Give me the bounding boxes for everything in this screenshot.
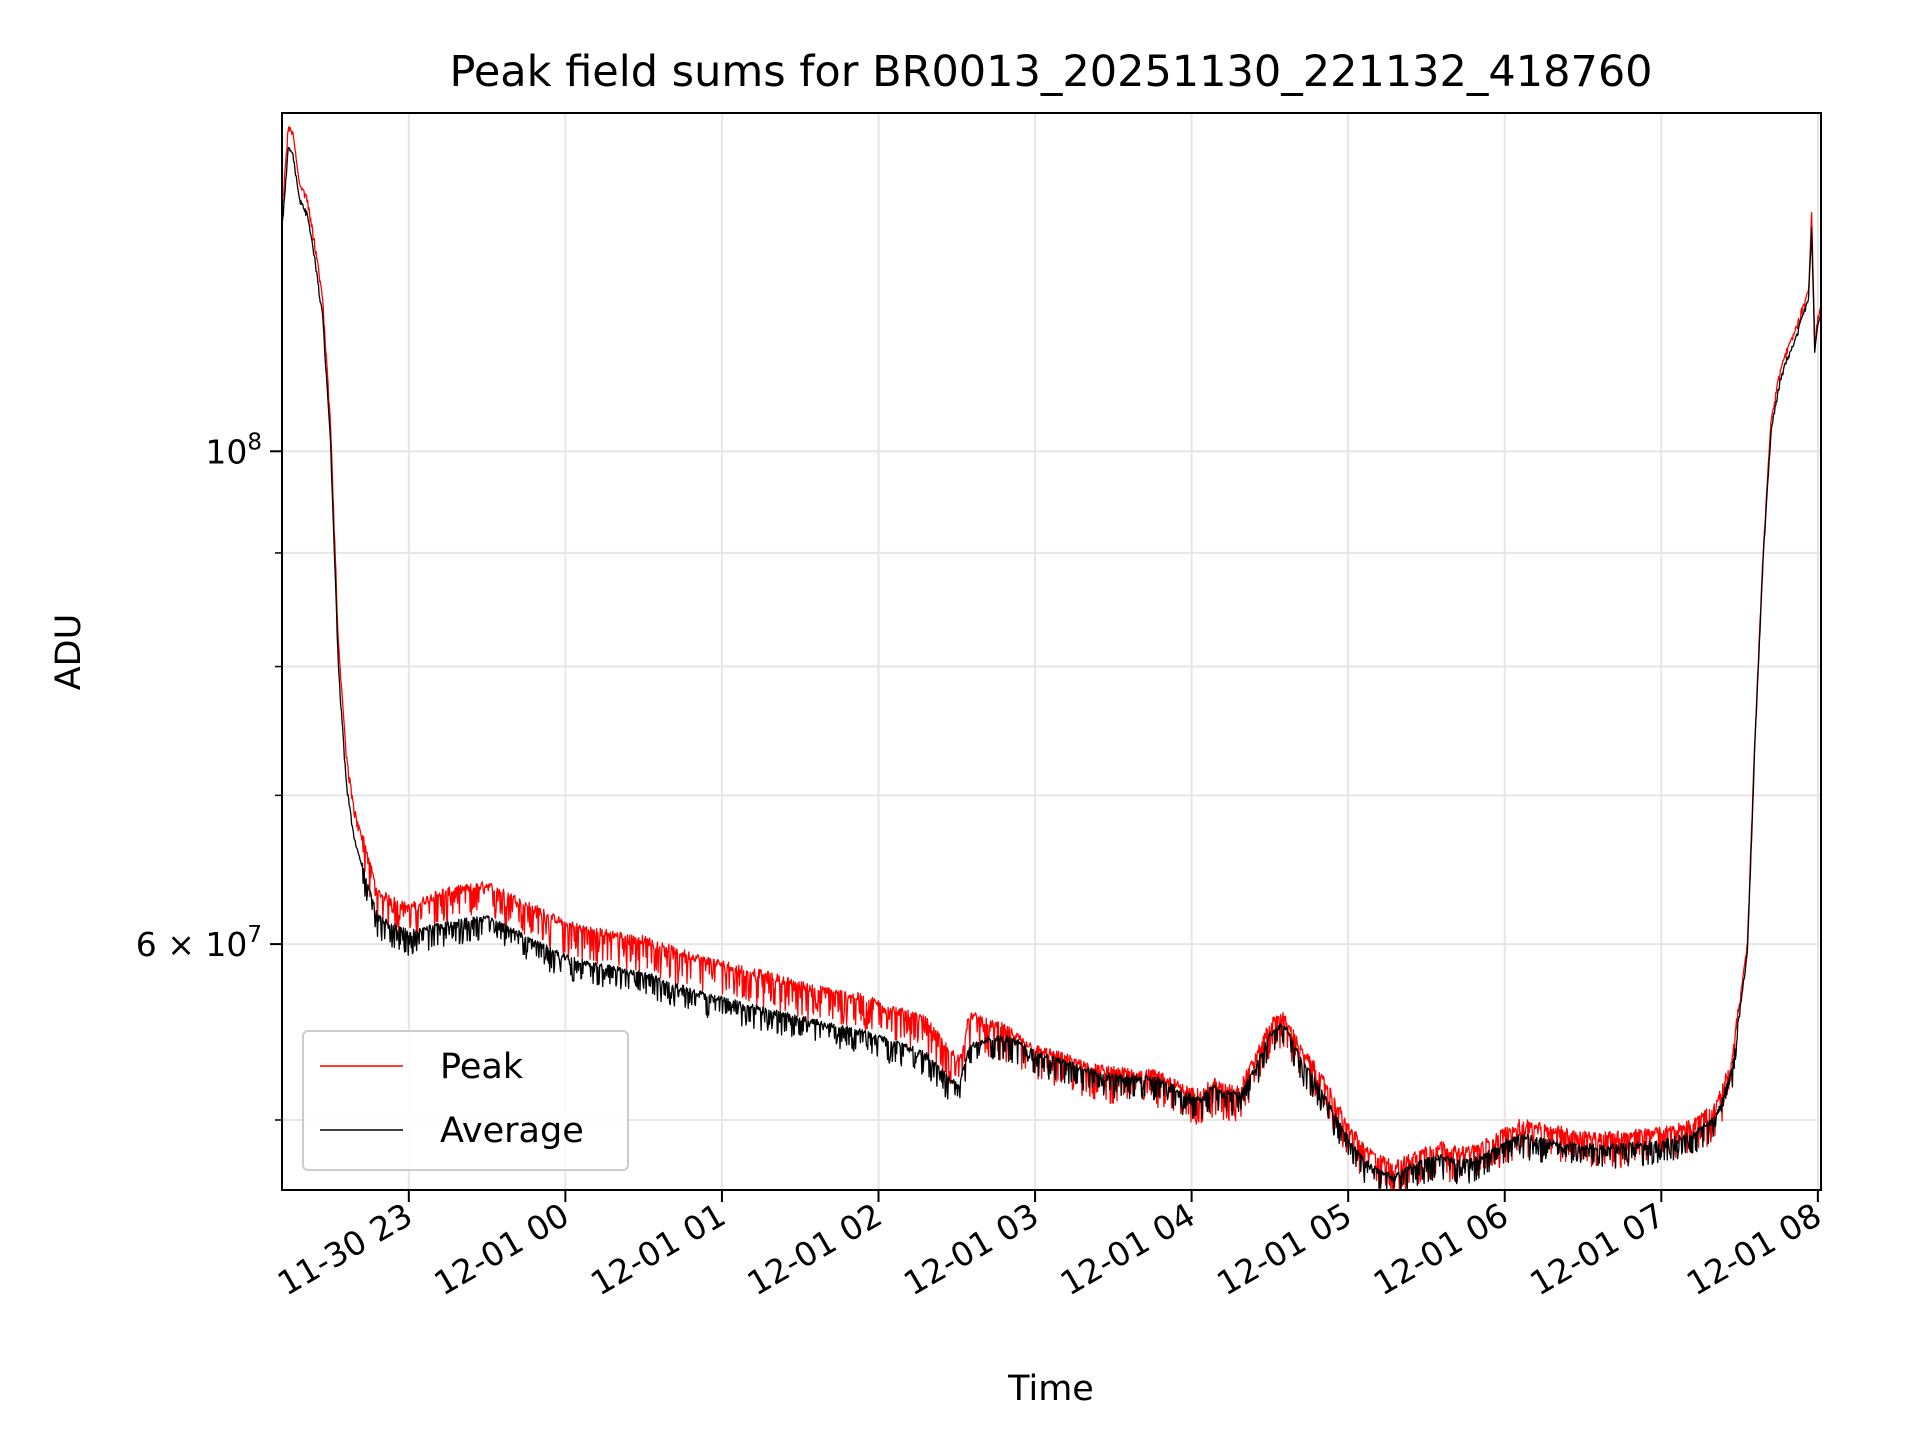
legend: Peak Average — [302, 1030, 629, 1171]
y-tick-label: 108 — [205, 429, 262, 471]
plot-frame — [281, 112, 1822, 1191]
y-axis-label: ADU — [49, 614, 89, 691]
legend-peak-label: Peak — [440, 1047, 524, 1087]
series-line-peak — [282, 126, 1821, 1190]
plot-area — [282, 113, 1821, 1190]
legend-average-label: Average — [440, 1111, 584, 1151]
x-axis-label: Time — [1007, 1369, 1094, 1409]
series-line-average — [282, 146, 1821, 1190]
y-axis: 108 6 × 107 — [136, 429, 282, 1121]
y-tick-label: 6 × 107 — [136, 922, 262, 964]
series-layer — [282, 126, 1821, 1190]
chart-title: Peak field sums for BR0013_20251130_2211… — [449, 47, 1652, 97]
